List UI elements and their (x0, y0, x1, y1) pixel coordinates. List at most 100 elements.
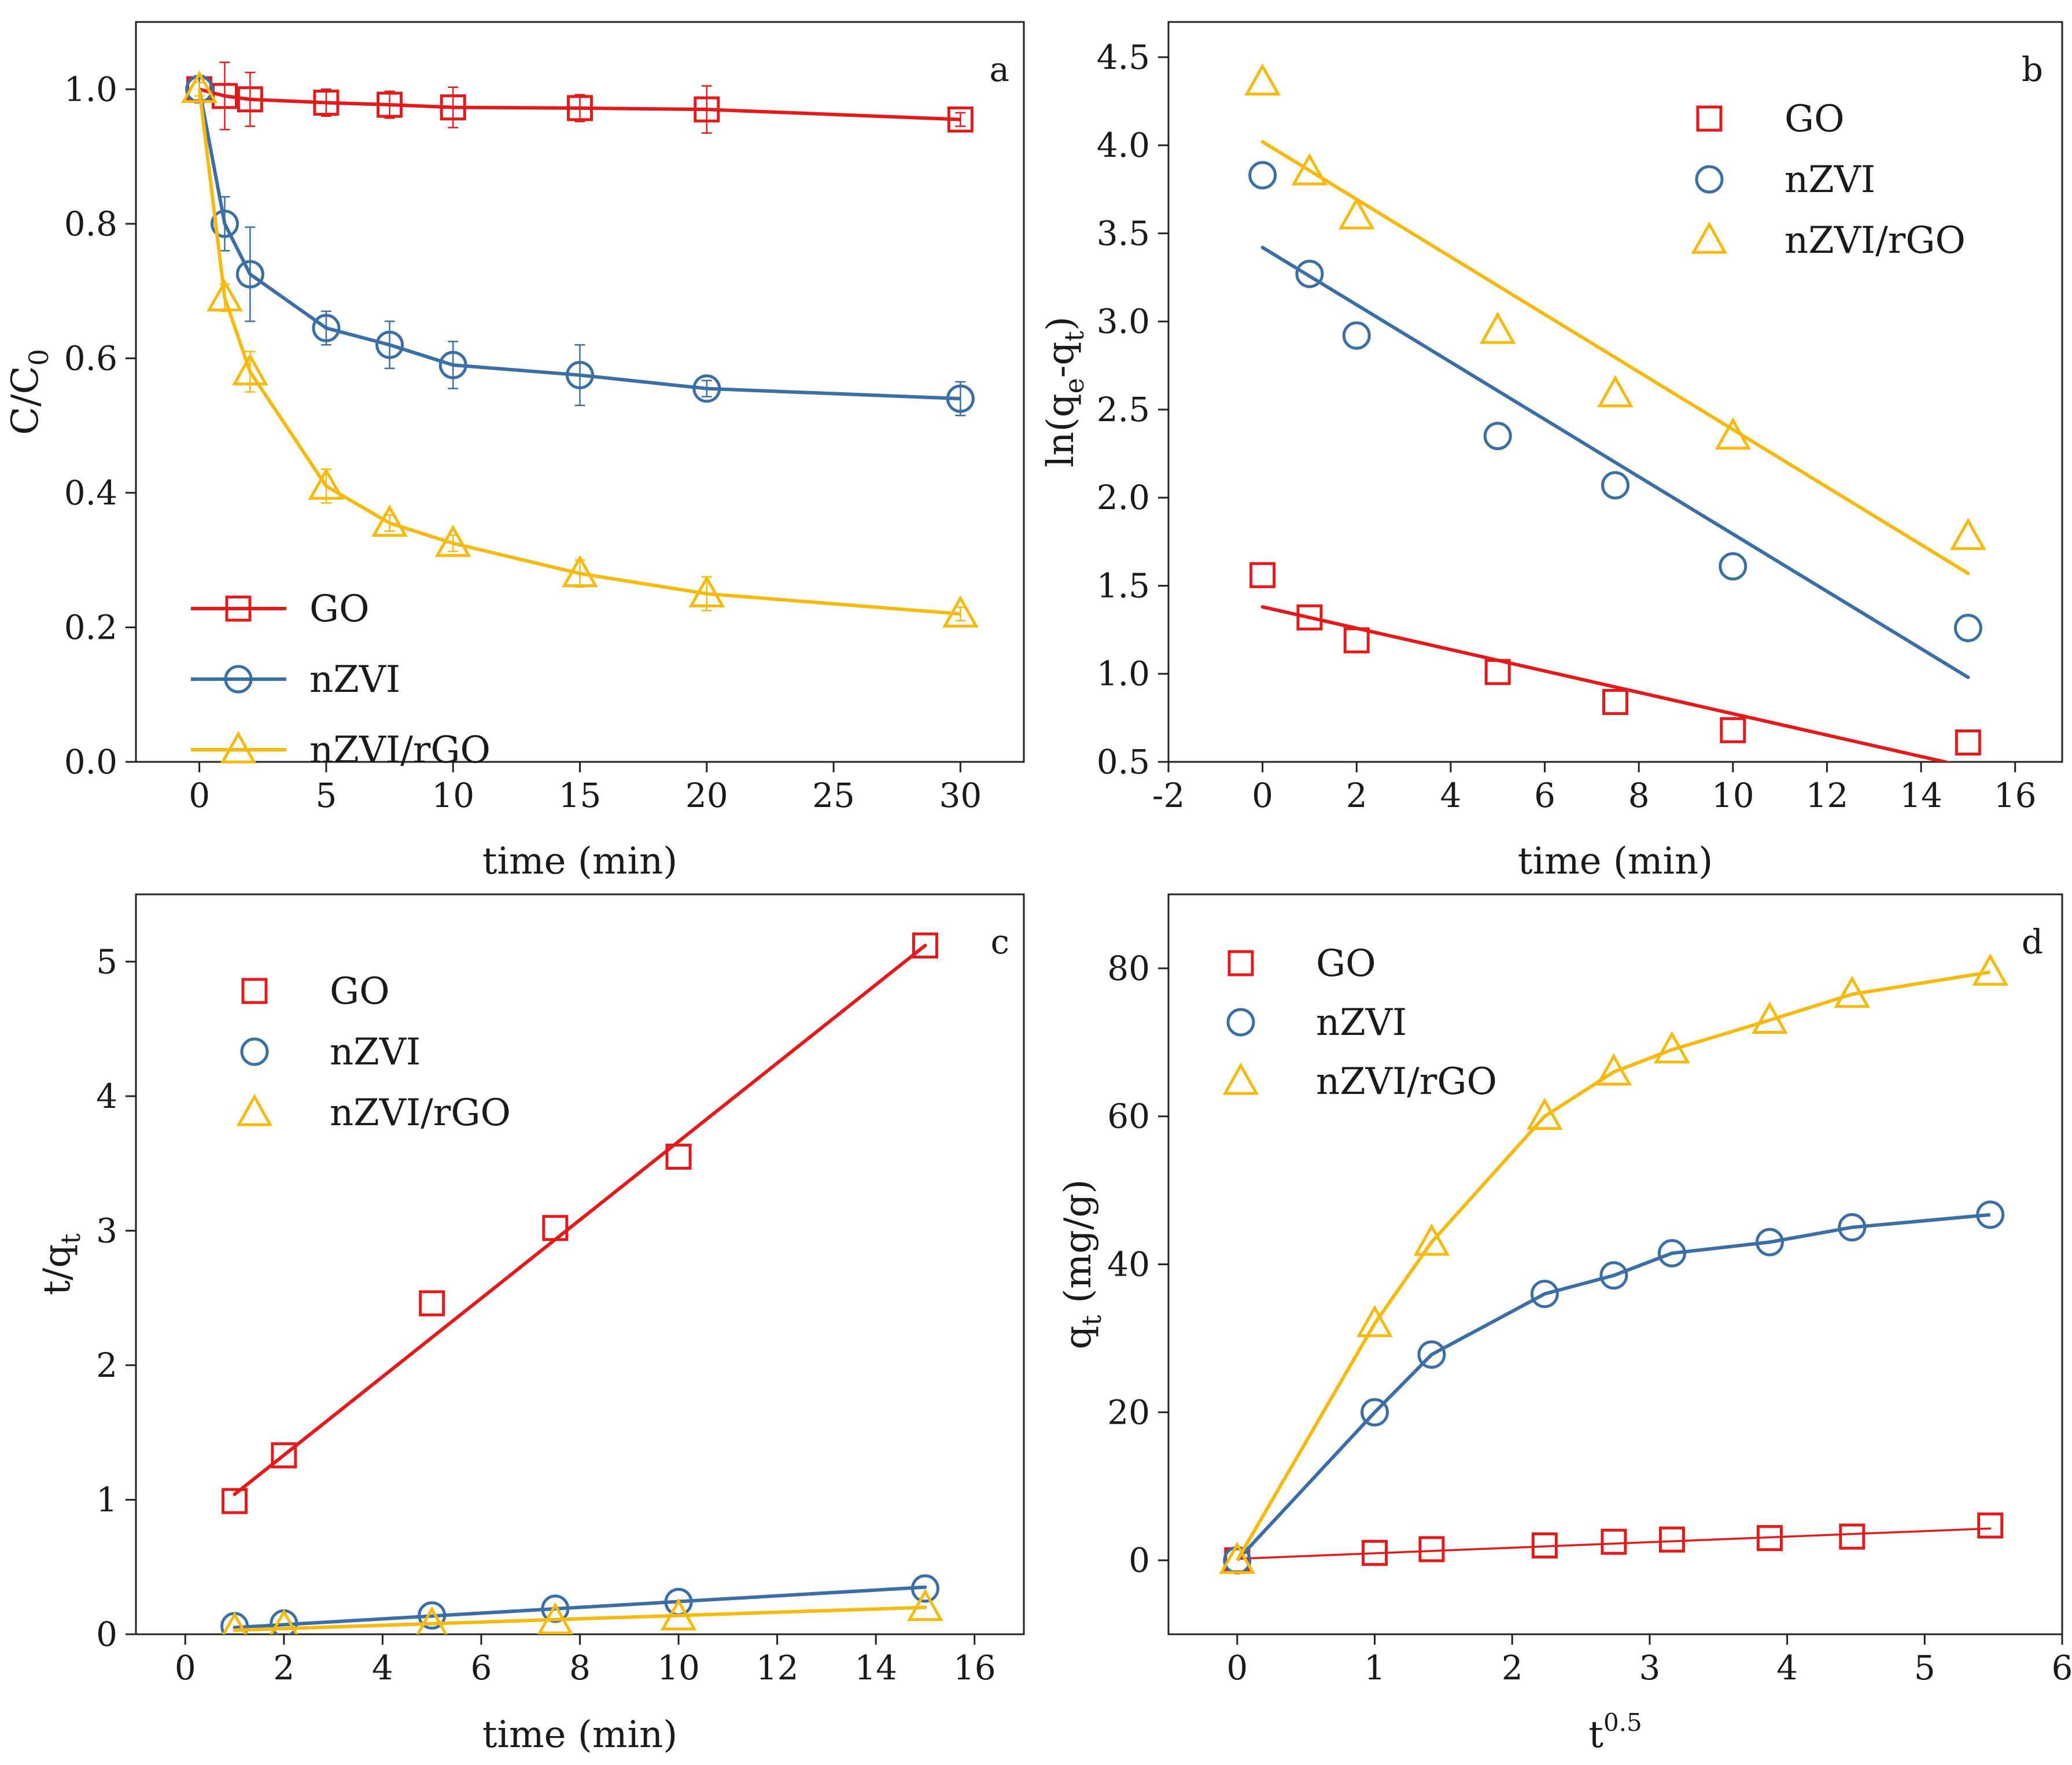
legend-marker (236, 1093, 273, 1126)
x-tick-label: 10 (1712, 776, 1754, 815)
axis-title-part: q (1057, 1326, 1100, 1350)
y-tick-label: 5 (96, 942, 117, 981)
data-point (418, 1601, 447, 1630)
y-tick-label: 1 (96, 1480, 117, 1519)
series-go (1224, 1512, 2004, 1574)
panel-letter: d (2022, 922, 2043, 961)
data-point (1531, 1532, 1558, 1559)
legend-item: nZVI (1695, 159, 1875, 201)
x-tick-label: -2 (1152, 776, 1185, 815)
y-axis-title: t/qt (36, 1233, 86, 1295)
data-point (1597, 375, 1634, 408)
x-tick-label: 6 (2052, 1648, 2072, 1687)
data-point (1595, 1053, 1632, 1086)
data-point (1955, 729, 1981, 756)
data-point (1296, 604, 1323, 631)
legend-marker (241, 978, 268, 1004)
legend: GO nZVI nZVI/rGO (236, 970, 511, 1134)
y-tick-label: 40 (1107, 1245, 1150, 1284)
axis-title-part: e (1059, 378, 1090, 393)
data-point (1343, 627, 1370, 654)
x-tick-label: 0 (175, 1648, 196, 1687)
legend-marker (1226, 1008, 1255, 1037)
x-tick-label: 25 (812, 776, 855, 815)
y-tick-label: 4.0 (1097, 126, 1150, 165)
data-point (1484, 659, 1511, 686)
data-point (440, 94, 466, 121)
data-point (377, 91, 403, 118)
series-nzvi-rgo (222, 1589, 943, 1634)
data-point (1362, 1539, 1388, 1566)
x-tick-label: 0 (1226, 1648, 1248, 1687)
plot-frame (1167, 893, 2063, 1635)
panel-a: 0 5 10 15 20 25 30 0.0 0.2 0.4 0.6 0.8 1.0 time (min)… (4, 21, 1025, 883)
legend-marker (1227, 950, 1254, 977)
data-point (692, 374, 721, 403)
data-point (1715, 417, 1752, 450)
legend: GO nZVI nZVI/rGO (1222, 942, 1497, 1103)
x-axis-title: time (min) (482, 840, 677, 883)
x-tick-label: 30 (939, 776, 982, 815)
legend-label: nZVI/rGO (330, 1092, 511, 1134)
x-tick-label: 10 (432, 776, 474, 815)
data-point (1291, 153, 1328, 186)
x-tick-label: 14 (854, 1648, 897, 1687)
y-tick-label: 60 (1107, 1097, 1150, 1136)
data-point (1654, 1031, 1690, 1064)
legend-label: GO (1785, 98, 1845, 141)
axis-title-part: C/C (4, 366, 47, 435)
x-tick-label: 2 (1346, 776, 1367, 815)
axis-title-part: t (55, 1233, 86, 1244)
data-point (1838, 1213, 1867, 1242)
fit-line (1260, 245, 1970, 679)
axis-title-part: 0.5 (1603, 1708, 1642, 1737)
legend-marker (1695, 165, 1724, 194)
x-tick-label: 3 (1639, 1648, 1660, 1687)
data-point (542, 1215, 569, 1241)
series-line (1236, 1213, 1990, 1562)
legend-marker (240, 1037, 269, 1066)
x-tick-label: 16 (1994, 776, 2037, 815)
data-point (1719, 552, 1747, 581)
series-line (198, 87, 961, 121)
data-point (235, 260, 264, 289)
data-point (1977, 1512, 2004, 1539)
axis-title-part: t/q (36, 1244, 79, 1295)
fit-line (233, 1585, 927, 1630)
data-point (947, 106, 974, 133)
legend-label: nZVI/rGO (1785, 219, 1966, 262)
data-point (1976, 1200, 2005, 1229)
data-point (1972, 953, 2009, 986)
data-point (375, 330, 404, 359)
legend-marker (225, 595, 252, 622)
axis-title-part: t (1588, 1714, 1603, 1756)
data-point (181, 71, 218, 103)
data-point (1338, 197, 1375, 230)
data-point (416, 1606, 448, 1634)
series-go (186, 61, 974, 134)
data-point (1602, 688, 1628, 715)
axis-title-part: t (1059, 331, 1090, 342)
legend-item: GO (191, 588, 370, 631)
legend-label: nZVI (1316, 1001, 1407, 1044)
data-point (270, 1609, 298, 1634)
legend-item: nZVI (1226, 1001, 1407, 1044)
y-axis-title: C/C0 (4, 349, 54, 435)
panel-letter: c (991, 922, 1009, 961)
series-nzvi-rgo (1244, 63, 1986, 576)
plot-area (1219, 953, 2009, 1575)
panel-letter: a (989, 50, 1009, 89)
y-tick-label: 80 (1107, 949, 1150, 988)
y-tick-label: 0.6 (64, 338, 117, 378)
fit-line (1260, 605, 1953, 762)
panel-b: -2 0 2 4 6 8 10 12 14 16 0.5 1.0 1.5 2.0 2.5 3.0 3.5 4.0 4… (1039, 21, 2063, 883)
data-point (694, 96, 720, 123)
legend-item: nZVI (240, 1031, 421, 1074)
data-point (1483, 422, 1512, 451)
data-point (1361, 1398, 1389, 1427)
data-point (1949, 518, 1986, 550)
plot-area (220, 932, 943, 1634)
